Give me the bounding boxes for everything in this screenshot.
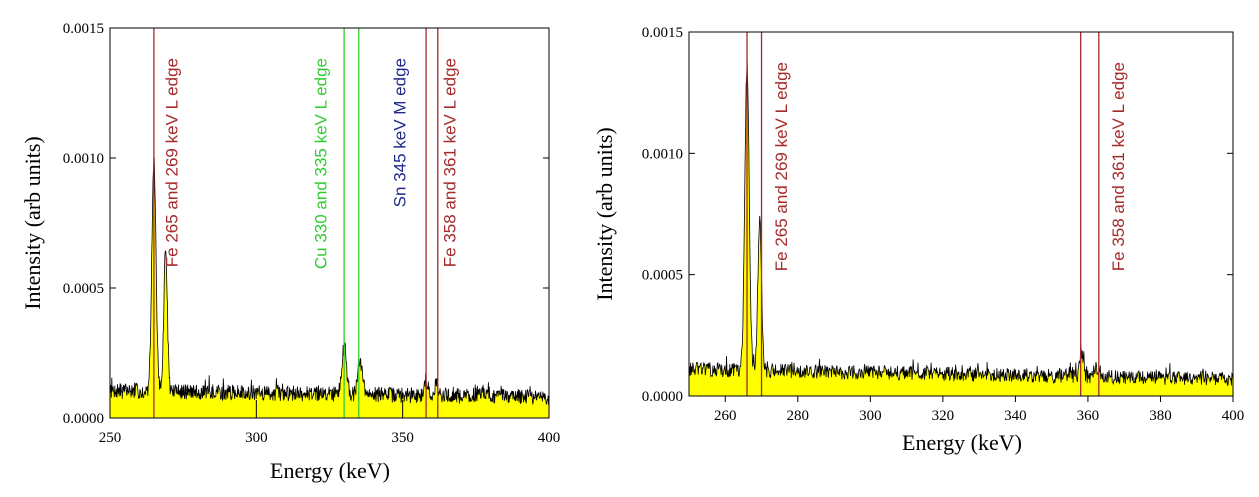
x-tick-label: 340 — [1004, 408, 1027, 424]
edge-annotation: Cu 330 and 335 keV L edge — [312, 58, 331, 269]
x-tick-label: 350 — [391, 430, 414, 446]
y-tick-label: 0.0000 — [63, 411, 104, 427]
y-tick-label: 0.0000 — [642, 389, 683, 405]
x-tick-label: 380 — [1149, 408, 1172, 424]
y-tick-label: 0.0010 — [63, 151, 104, 167]
spectrum-fill — [689, 61, 1233, 397]
x-tick-label: 280 — [787, 408, 810, 424]
x-tick-label: 300 — [859, 408, 882, 424]
x-tick-label: 320 — [932, 408, 955, 424]
edge-annotation: Fe 265 and 269 keV L edge — [772, 62, 791, 271]
chart-right-spectrum — [688, 61, 1234, 397]
y-tick-label: 0.0005 — [63, 281, 104, 297]
chart-right-markers — [746, 32, 1100, 396]
x-tick-label: 360 — [1077, 408, 1100, 424]
chart-right-xlabel: Energy (keV) — [902, 430, 1022, 455]
chart-left-axes: 250 300 350 400 0.0000 0.0005 0.0010 0.0015 — [63, 21, 561, 446]
x-tick-label: 300 — [245, 430, 268, 446]
y-tick-label: 0.0015 — [63, 21, 104, 37]
chart-right: 260 280 300 320 340 360 380 400 0.0000 0.0005 0.00… — [592, 25, 1244, 455]
chart-right-frame — [688, 31, 1234, 397]
edge-annotation: Fe 358 and 361 keV L edge — [1109, 62, 1128, 271]
edge-annotation: Fe 358 and 361 keV L edge — [440, 58, 459, 267]
y-tick-label: 0.0010 — [642, 146, 683, 162]
x-tick-label: 250 — [99, 430, 122, 446]
chart-left-xlabel: Energy (keV) — [270, 458, 390, 483]
chart-right-annotations: Fe 265 and 269 keV L edge Fe 358 and 361 … — [772, 62, 1128, 271]
chart-left: 250 300 350 400 0.0000 0.0005 0.0010 0.0015 Fe … — [20, 21, 560, 483]
chart-left-markers — [153, 28, 439, 418]
x-tick-label: 260 — [714, 408, 737, 424]
chart-left-frame — [109, 27, 550, 419]
spectrum-line — [688, 61, 1234, 387]
chart-left-annotations: Fe 265 and 269 keV L edge Cu 330 and 335 … — [162, 58, 459, 269]
y-tick-label: 0.0005 — [642, 268, 683, 284]
spectrum-line — [109, 157, 550, 405]
edge-annotation: Sn 345 keV M edge — [391, 58, 410, 207]
x-tick-label: 400 — [1222, 408, 1245, 424]
chart-right-ylabel: Intensity (arb units) — [592, 127, 617, 301]
x-tick-label: 400 — [538, 430, 561, 446]
edge-annotation: Fe 265 and 269 keV L edge — [162, 58, 181, 267]
chart-right-axes: 260 280 300 320 340 360 380 400 0.0000 0.0005 0.00… — [642, 25, 1245, 424]
chart-left-ylabel: Intensity (arb units) — [20, 136, 45, 310]
y-tick-label: 0.0015 — [642, 25, 683, 41]
